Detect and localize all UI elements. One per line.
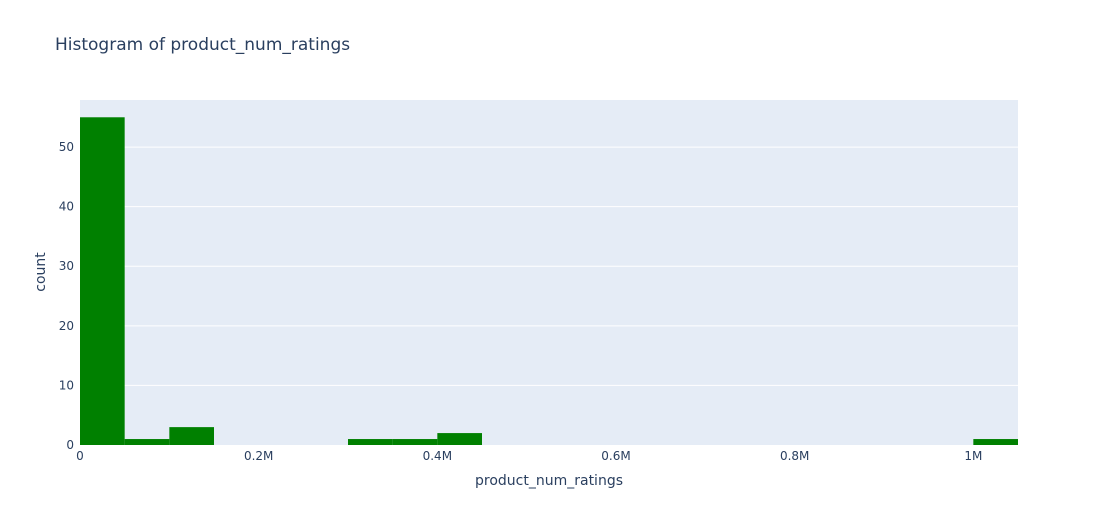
x-axis-title: product_num_ratings	[475, 473, 623, 489]
y-tick-label: 30	[59, 259, 74, 273]
x-axis-ticks: 0 0.2M 0.4M 0.6M 0.8M 1M	[76, 449, 982, 463]
y-tick-label: 20	[59, 319, 74, 333]
y-tick-label: 50	[59, 140, 74, 154]
y-tick-label: 0	[66, 438, 74, 452]
histogram-bars	[80, 117, 1018, 446]
histogram-bar	[437, 433, 482, 445]
x-tick-label: 0.6M	[601, 449, 630, 463]
x-tick-label: 1M	[964, 449, 982, 463]
y-tick-label: 10	[59, 378, 74, 392]
x-tick-label: 0	[76, 449, 84, 463]
chart-title: Histogram of product_num_ratings	[55, 35, 350, 55]
histogram-bar	[973, 439, 1018, 445]
histogram-bar	[169, 427, 214, 445]
histogram-bar	[80, 117, 125, 446]
y-axis-ticks: 0 10 20 30 40 50	[59, 140, 74, 452]
histogram-bar	[124, 439, 170, 445]
y-gridlines	[80, 146, 1018, 386]
y-tick-label: 40	[59, 200, 74, 214]
x-tick-label: 0.8M	[780, 449, 809, 463]
histogram-bar	[348, 439, 393, 445]
x-tick-label: 0.2M	[244, 449, 273, 463]
histogram-bar	[392, 439, 438, 445]
y-axis-title: count	[33, 252, 49, 292]
plot-area	[80, 100, 1018, 445]
x-tick-label: 0.4M	[423, 449, 452, 463]
